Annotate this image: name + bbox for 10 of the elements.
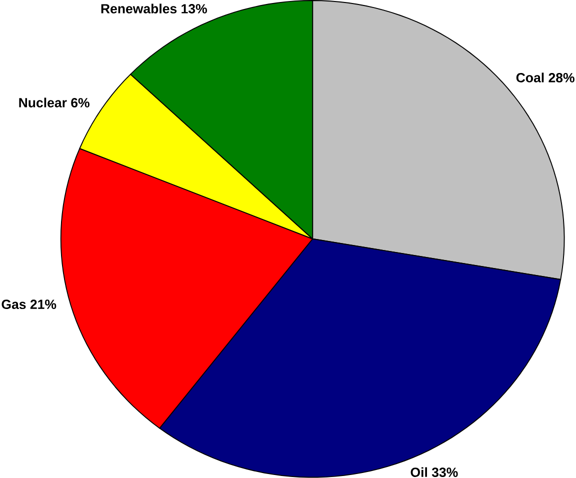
- data-label: 21%: [30, 300, 56, 309]
- data-label: 13%: [182, 4, 207, 14]
- slice-label: Renewables: [101, 4, 177, 14]
- data-label: 33%: [432, 468, 458, 477]
- data-label: 6%: [71, 98, 90, 108]
- slice-label: Oil: [410, 467, 427, 477]
- slice-label: Coal: [516, 72, 544, 82]
- data-label: 28%: [548, 72, 574, 82]
- slice-label: Gas: [2, 300, 26, 309]
- slice-label: Nuclear: [19, 98, 67, 108]
